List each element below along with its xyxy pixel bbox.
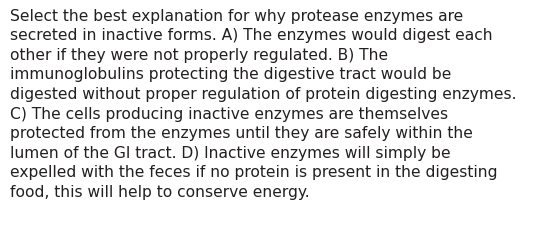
- Text: Select the best explanation for why protease enzymes are
secreted in inactive fo: Select the best explanation for why prot…: [10, 9, 517, 199]
